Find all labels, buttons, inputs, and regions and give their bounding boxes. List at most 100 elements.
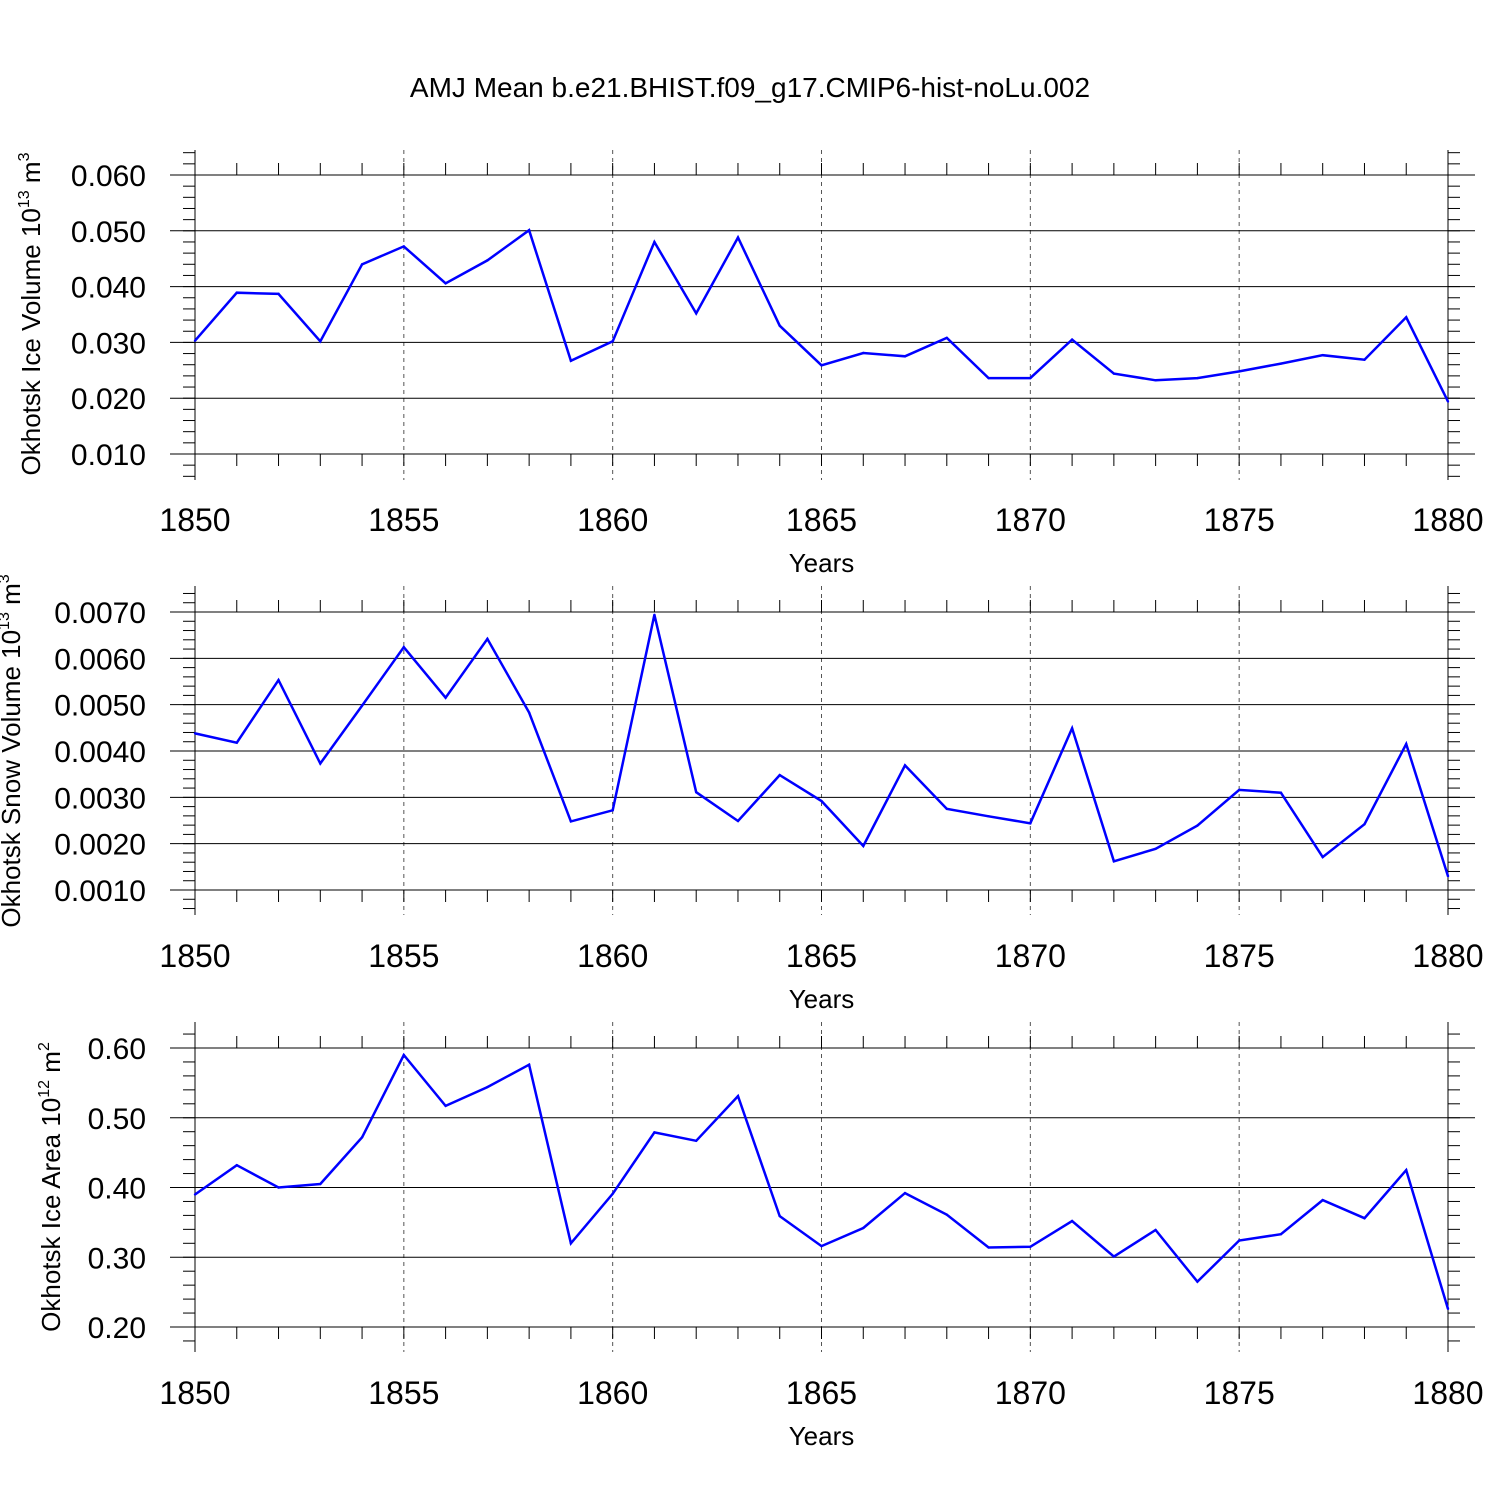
data-point (193, 732, 197, 735)
x-tick-label: 1860 (577, 938, 648, 974)
x-tick-label: 1880 (1412, 1375, 1483, 1411)
data-point (987, 1246, 990, 1249)
x-tick-label: 1850 (159, 502, 230, 538)
data-point (611, 809, 614, 812)
y-axis-title: Okhotsk Ice Area 1012 m2 (36, 1042, 66, 1332)
panel-ice-area: 0.20 0.30 0.40 0.50 0.60 1850 1855 1860 1865 1870… (36, 1022, 1484, 1451)
data-point (945, 1213, 948, 1216)
data-point (987, 815, 990, 818)
data-point (1446, 874, 1450, 878)
data-point (1196, 824, 1199, 827)
data-point (862, 351, 865, 355)
data-point (1112, 372, 1116, 375)
data-point (319, 340, 322, 343)
y-tick-label: 0.040 (71, 272, 146, 305)
data-point (527, 711, 531, 714)
data-point (1154, 1228, 1157, 1232)
data-point (820, 1244, 823, 1248)
data-point (695, 1139, 698, 1142)
data-point (444, 696, 447, 699)
x-tick-label: 1855 (368, 938, 439, 974)
y-tick-label: 0.060 (71, 160, 146, 193)
data-point (611, 340, 614, 343)
data-point (1029, 1245, 1032, 1248)
y-tick-label: 0.0040 (54, 736, 146, 769)
data-point (1070, 727, 1074, 730)
data-point (903, 355, 907, 358)
data-point (444, 1104, 447, 1108)
data-point (653, 613, 656, 616)
data-point (1363, 1216, 1366, 1220)
data-point (1321, 855, 1324, 859)
data-point (527, 229, 531, 232)
data-point (778, 324, 781, 327)
data-point (820, 364, 823, 367)
data-point (695, 791, 698, 794)
data-point (1154, 379, 1157, 382)
data-point (1405, 1168, 1408, 1172)
y-tick-label: 0.010 (71, 439, 146, 472)
x-tick-label: 1865 (786, 1375, 857, 1411)
data-point (820, 799, 823, 803)
data-point (1405, 316, 1408, 319)
data-point (1279, 1233, 1283, 1236)
data-point (1070, 1219, 1074, 1223)
data-point (277, 292, 280, 296)
data-point (235, 291, 238, 294)
data-point (1363, 823, 1366, 826)
data-point (736, 1094, 740, 1098)
data-point (1070, 338, 1074, 341)
y-tick-label: 0.0030 (54, 782, 146, 815)
data-point (736, 819, 740, 823)
data-point (1029, 822, 1032, 825)
data-point (1154, 847, 1157, 850)
data-point (277, 678, 280, 682)
data-point (486, 637, 489, 641)
x-tick-label: 1875 (1204, 502, 1275, 538)
y-tick-label: 0.0020 (54, 829, 146, 862)
data-point (486, 259, 489, 262)
y-tick-label: 0.030 (71, 327, 146, 360)
data-point (1363, 358, 1366, 361)
y-tick-label: 0.30 (88, 1242, 146, 1275)
data-point (945, 807, 948, 811)
data-point (778, 1214, 781, 1218)
data-point (486, 1085, 489, 1089)
y-tick-label: 0.0070 (54, 597, 146, 630)
data-point (235, 741, 238, 744)
data-point (193, 1193, 197, 1196)
data-point (193, 339, 197, 342)
panel-snow-volume: 0.0010 0.0020 0.0030 0.0040 0.0050 0.0060 0.00… (0, 574, 1484, 1014)
y-axis-title: Okhotsk Ice Volume 1013 m3 (16, 152, 46, 475)
y-tick-label: 0.0060 (54, 643, 146, 676)
data-point (1029, 376, 1032, 380)
data-point (1196, 1280, 1199, 1283)
x-axis-title: Years (789, 984, 855, 1014)
data-point (360, 1136, 364, 1139)
data-point (611, 1192, 614, 1195)
x-tick-label: 1870 (995, 938, 1066, 974)
x-tick-label: 1850 (159, 938, 230, 974)
data-point (1321, 1198, 1324, 1202)
data-point (695, 312, 698, 315)
data-point (402, 1053, 406, 1057)
data-point (1321, 354, 1324, 357)
x-tick-label: 1865 (786, 938, 857, 974)
y-tick-label: 0.050 (71, 216, 146, 249)
data-point (569, 1242, 573, 1245)
y-tick-label: 0.0010 (54, 875, 146, 908)
data-point (862, 1226, 865, 1230)
data-point (527, 1063, 531, 1066)
data-point (1279, 362, 1283, 365)
data-point (360, 263, 364, 266)
data-point (235, 1163, 238, 1167)
data-point (653, 1131, 656, 1134)
y-tick-label: 0.40 (88, 1173, 146, 1206)
x-axis-title: Years (789, 1421, 855, 1451)
x-tick-label: 1875 (1204, 938, 1275, 974)
x-tick-label: 1880 (1412, 938, 1483, 974)
x-tick-label: 1880 (1412, 502, 1483, 538)
data-point (945, 336, 948, 340)
y-axis-title: Okhotsk Snow Volume 1013 m3 (0, 574, 26, 927)
